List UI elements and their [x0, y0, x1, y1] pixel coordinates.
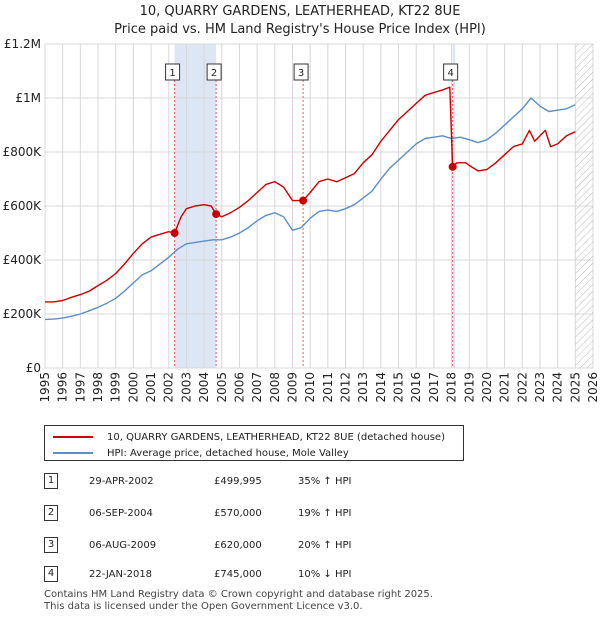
x-tick-label: 2023: [533, 372, 547, 403]
legend-label-hpi: HPI: Average price, detached house, Mole…: [107, 448, 349, 459]
x-tick-label: 1998: [91, 372, 105, 403]
x-tick-label: 2003: [179, 372, 193, 403]
sale-point-4: [449, 163, 457, 171]
legend-item-property: 10, QUARRY GARDENS, LEATHERHEAD, KT22 8U…: [53, 429, 445, 445]
x-tick-label: 1999: [109, 372, 123, 403]
sale-price: £570,000: [214, 508, 262, 519]
legend: 10, QUARRY GARDENS, LEATHERHEAD, KT22 8U…: [44, 425, 464, 461]
x-tick-label: 2021: [498, 372, 512, 403]
sale-label-2: 2: [211, 68, 217, 79]
x-tick-label: 2014: [374, 372, 388, 403]
x-tick-label: 1995: [38, 372, 52, 403]
forecast-hatch: [575, 44, 593, 368]
sale-price: £620,000: [214, 540, 262, 551]
x-tick-label: 2000: [126, 372, 140, 403]
sale-date: 06-SEP-2004: [89, 508, 153, 519]
table-row: 1 29-APR-2002 £499,995 35% ↑ HPI: [44, 473, 464, 493]
x-tick-label: 2025: [568, 372, 582, 403]
x-tick-label: 2011: [321, 372, 335, 403]
y-tick-label: £800K: [3, 145, 43, 159]
sale-hpi-diff: 10% ↓ HPI: [298, 569, 351, 580]
legend-swatch-hpi: [53, 452, 93, 454]
x-tick-label: 2002: [162, 372, 176, 403]
y-tick-label: £600K: [3, 199, 43, 213]
x-tick-label: 2016: [409, 372, 423, 403]
legend-swatch-property: [53, 436, 93, 438]
sale-label-3: 3: [298, 68, 304, 79]
x-tick-label: 2004: [197, 372, 211, 403]
legend-item-hpi: HPI: Average price, detached house, Mole…: [53, 445, 349, 461]
x-tick-label: 2007: [250, 372, 264, 403]
y-tick-label: £200K: [3, 307, 43, 321]
sale-date: 22-JAN-2018: [89, 569, 152, 580]
sale-date: 06-AUG-2009: [89, 540, 156, 551]
x-tick-label: 2010: [303, 372, 317, 403]
x-tick-label: 2022: [515, 372, 529, 403]
price-chart: 10, QUARRY GARDENS, LEATHERHEAD, KT22 8U…: [0, 0, 600, 420]
x-tick-label: 2008: [268, 372, 282, 403]
x-tick-label: 2001: [144, 372, 158, 403]
sale-number-box: 4: [44, 566, 58, 582]
x-tick-label: 2005: [215, 372, 229, 403]
sale-hpi-diff: 19% ↑ HPI: [298, 508, 351, 519]
y-tick-label: £1M: [15, 91, 41, 105]
sale-price: £745,000: [214, 569, 262, 580]
x-tick-label: 2019: [462, 372, 476, 403]
table-row: 4 22-JAN-2018 £745,000 10% ↓ HPI: [44, 566, 464, 586]
x-tick-label: 2018: [445, 372, 459, 403]
sale-date: 29-APR-2002: [89, 476, 154, 487]
sale-number-box: 3: [44, 537, 58, 553]
x-tick-label: 1997: [73, 372, 87, 403]
x-tick-label: 2017: [427, 372, 441, 403]
x-tick-label: 2026: [586, 372, 600, 403]
footer: Contains HM Land Registry data © Crown c…: [44, 589, 433, 613]
x-tick-label: 2009: [285, 372, 299, 403]
table-row: 3 06-AUG-2009 £620,000 20% ↑ HPI: [44, 537, 464, 557]
x-tick-label: 2020: [480, 372, 494, 403]
y-tick-label: £1.2M: [4, 37, 41, 51]
footer-copyright: Contains HM Land Registry data © Crown c…: [44, 589, 433, 601]
legend-label-property: 10, QUARRY GARDENS, LEATHERHEAD, KT22 8U…: [107, 432, 445, 443]
table-row: 2 06-SEP-2004 £570,000 19% ↑ HPI: [44, 505, 464, 525]
sale-point-1: [171, 229, 179, 237]
x-tick-label: 2013: [356, 372, 370, 403]
x-tick-label: 2015: [392, 372, 406, 403]
sale-point-2: [212, 210, 220, 218]
chart-title-line2: Price paid vs. HM Land Registry's House …: [114, 22, 486, 37]
sale-label-1: 1: [169, 68, 175, 79]
sale-label-4: 4: [447, 68, 453, 79]
y-tick-label: £400K: [3, 253, 43, 267]
x-tick-label: 2012: [339, 372, 353, 403]
footer-licence: This data is licensed under the Open Gov…: [44, 601, 433, 613]
sale-point-3: [299, 197, 307, 205]
x-tick-label: 2006: [232, 372, 246, 403]
x-tick-label: 2024: [551, 372, 565, 403]
sale-hpi-diff: 20% ↑ HPI: [298, 540, 351, 551]
sale-hpi-diff: 35% ↑ HPI: [298, 476, 351, 487]
sale-number-box: 2: [44, 505, 58, 521]
sale-price: £499,995: [214, 476, 262, 487]
x-tick-label: 1996: [56, 372, 70, 403]
sale-number-box: 1: [44, 473, 58, 489]
chart-title-line1: 10, QUARRY GARDENS, LEATHERHEAD, KT22 8U…: [140, 4, 461, 19]
